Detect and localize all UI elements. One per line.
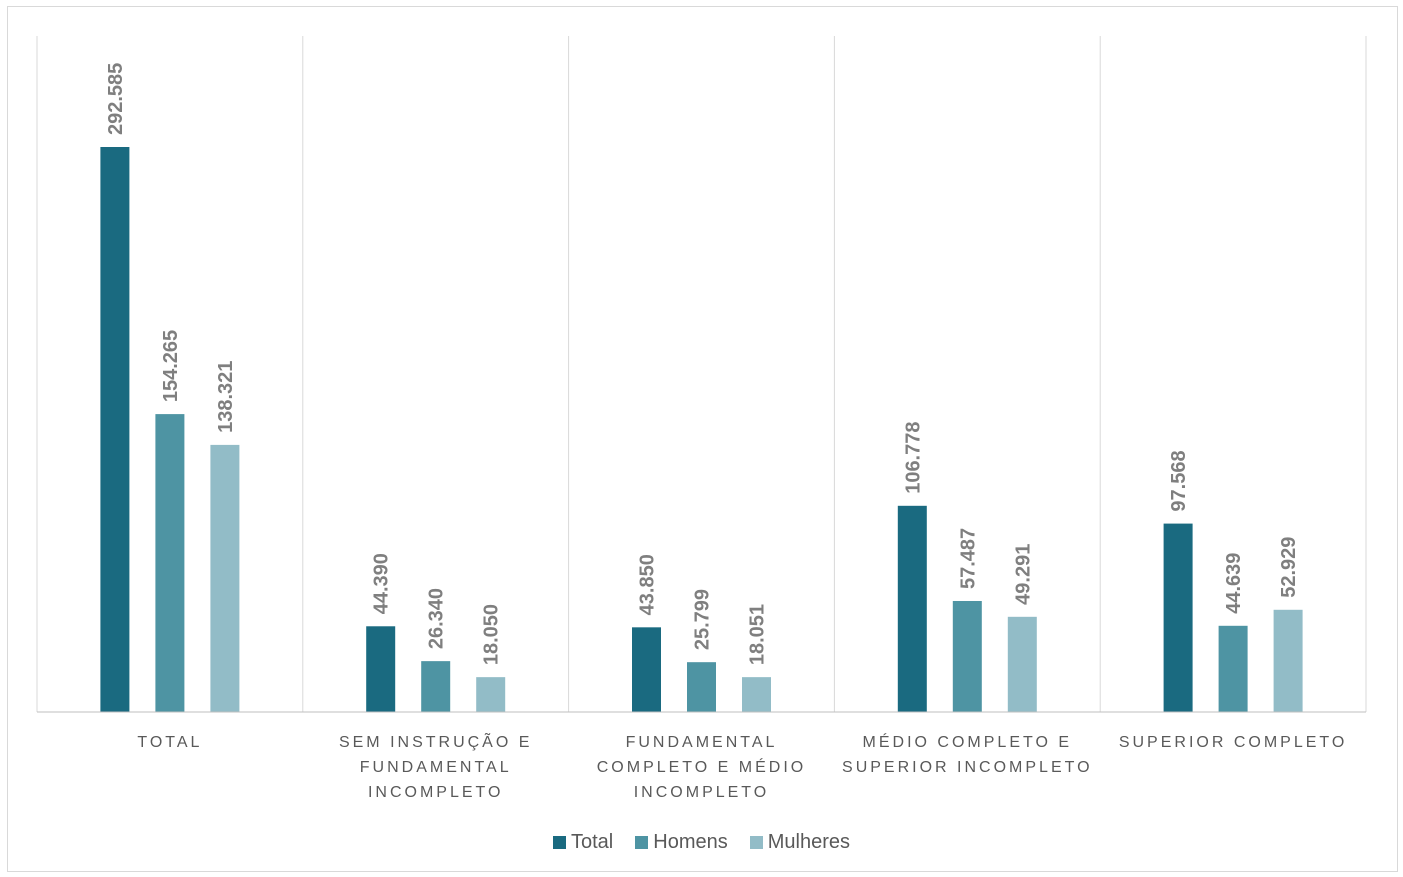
- bar-total-3: [897, 505, 927, 712]
- data-label: 138.321: [215, 361, 237, 433]
- category-label: TOTAL: [137, 734, 203, 751]
- bar-mulheres-2: [742, 677, 771, 712]
- data-label: 106.778: [902, 422, 924, 494]
- data-label: 154.265: [160, 330, 182, 402]
- legend-item: Homens: [635, 831, 728, 854]
- bar-mulheres-4: [1273, 609, 1303, 712]
- data-label: 52.929: [1278, 537, 1300, 598]
- data-label: 49.291: [1012, 544, 1034, 605]
- bar-homens-4: [1218, 625, 1248, 712]
- data-label: 97.568: [1168, 450, 1190, 511]
- legend-item: Total: [553, 831, 613, 854]
- data-label: 43.850: [637, 554, 659, 615]
- legend-swatch: [635, 836, 649, 849]
- category-label: SEM INSTRUÇÃO E FUNDAMENTAL INCOMPLETO: [338, 734, 533, 801]
- bar-total-0: [100, 147, 130, 712]
- data-label: 18.050: [481, 604, 503, 665]
- bar-mulheres-1: [476, 677, 506, 712]
- data-label: 44.390: [371, 553, 393, 614]
- bar-homens-3: [952, 600, 982, 712]
- legend-label: Mulheres: [767, 831, 850, 853]
- legend-swatch: [749, 836, 763, 849]
- category-label: MÉDIO COMPLETO E SUPERIOR INCOMPLETO: [842, 734, 1093, 776]
- data-label: 44.639: [1223, 553, 1245, 614]
- data-label: 57.487: [957, 528, 979, 589]
- bar-homens-1: [421, 661, 451, 712]
- bar-homens-2: [687, 662, 716, 712]
- data-label: 18.051: [747, 604, 769, 665]
- legend-label: Homens: [653, 831, 728, 853]
- bar-total-1: [366, 626, 396, 712]
- legend-item: Mulheres: [749, 831, 850, 854]
- category-label: FUNDAMENTAL COMPLETO E MÉDIO INCOMPLETO: [596, 734, 807, 801]
- data-label: 25.799: [692, 589, 714, 650]
- bar-mulheres-0: [210, 444, 240, 712]
- bar-homens-0: [155, 414, 185, 712]
- bar-total-2: [632, 627, 661, 712]
- category-label: SUPERIOR COMPLETO: [1118, 734, 1348, 751]
- legend-swatch: [553, 836, 566, 849]
- bar-mulheres-3: [1007, 616, 1037, 712]
- legend-label: Total: [571, 831, 614, 853]
- chart-frame: [7, 6, 1398, 872]
- bar-total-4: [1163, 523, 1193, 712]
- data-label: 292.585: [105, 63, 127, 135]
- data-label: 26.340: [426, 588, 448, 649]
- legend: Total Homens Mulheres: [0, 831, 1403, 854]
